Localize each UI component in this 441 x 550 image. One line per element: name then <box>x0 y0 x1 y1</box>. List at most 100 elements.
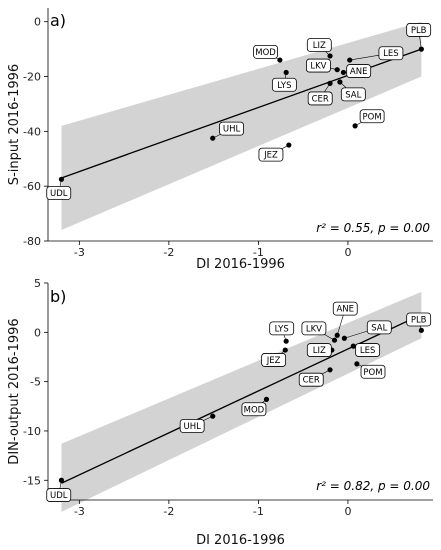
point-label-mod: MOD <box>255 48 276 58</box>
data-point-liz <box>327 53 333 59</box>
point-label-les: LES <box>383 49 399 59</box>
point-label-plb: PLB <box>411 26 427 36</box>
point-label-mod: MOD <box>244 405 265 415</box>
point-label-box <box>366 320 392 335</box>
y-tick-label: 0 <box>34 326 41 339</box>
panel-a: -3 -2 -1 0 0 -20 -40 -60 -80 DI 2016-1996 S-input … <box>7 8 433 272</box>
point-label-box <box>359 109 385 124</box>
point-label-box <box>253 44 278 59</box>
data-point-uhl <box>210 135 216 141</box>
point-label-box <box>306 38 332 52</box>
point-label-box <box>360 364 386 379</box>
point-label-les: LES <box>360 346 376 356</box>
x-tick-label: -2 <box>163 246 174 259</box>
data-point-les <box>350 343 356 349</box>
point-label-box <box>241 402 267 417</box>
data-point-pom <box>354 361 360 367</box>
point-label-box <box>46 186 72 200</box>
data-point-cer <box>327 80 333 86</box>
data-point-lys <box>283 338 289 344</box>
point-label-lkv: LKV <box>310 62 326 72</box>
point-label-pom: POM <box>363 368 382 378</box>
point-label-box <box>179 419 205 433</box>
data-point-udl <box>58 477 65 483</box>
data-point-lkv <box>334 67 340 73</box>
panel-label: b) <box>50 287 66 306</box>
point-label-lys: LYS <box>275 324 289 334</box>
point-label-sal: SAL <box>371 323 387 333</box>
point-label-jez: JEZ <box>263 151 278 161</box>
point-label-box <box>46 488 72 502</box>
point-label-udl: UDL <box>50 491 68 501</box>
point-label-box <box>219 121 244 136</box>
y-axis-title: DIN-output 2016-1996 <box>7 318 22 464</box>
point-label-cer: CER <box>303 376 320 386</box>
y-axis-title: S-input 2016-1996 <box>7 64 22 185</box>
point-label-box <box>301 321 327 336</box>
point-label-uhl: UHL <box>223 125 241 135</box>
x-axis-title: DI 2016-1996 <box>196 533 285 548</box>
x-tick-label: -3 <box>74 246 85 259</box>
point-label-uhl: UHL <box>183 422 201 432</box>
point-label-box <box>258 147 284 162</box>
y-tick-label: -15 <box>23 474 41 487</box>
x-tick-label: 0 <box>344 505 351 518</box>
y-tick-label: 5 <box>34 277 41 290</box>
point-label-sal: SAL <box>345 90 361 100</box>
x-axis-title: DI 2016-1996 <box>196 257 285 272</box>
point-label-box <box>332 301 358 316</box>
y-tick-label: -5 <box>30 376 41 389</box>
fit-statistics: r² = 0.82, p = 0.00 <box>316 479 430 493</box>
x-tick-label: -2 <box>163 505 174 518</box>
point-label-box <box>340 87 366 102</box>
point-label-liz: LIZ <box>313 41 326 51</box>
y-tick-label: 0 <box>34 16 41 29</box>
point-label-plb: PLB <box>411 315 427 325</box>
point-label-box <box>346 64 372 78</box>
data-point-mod <box>277 57 283 63</box>
data-point-plb <box>418 46 424 52</box>
y-tick-label: -10 <box>23 425 41 438</box>
data-point-udl <box>58 176 65 182</box>
data-point-les <box>347 57 353 63</box>
data-point-plb <box>418 327 424 333</box>
point-label-liz: LIZ <box>313 346 326 356</box>
point-label-box <box>269 321 295 336</box>
point-label-jez: JEZ <box>266 356 281 366</box>
y-tick-label: -80 <box>23 235 41 248</box>
point-label-box <box>271 77 297 92</box>
data-point-sal <box>341 335 347 341</box>
point-label-box <box>298 372 324 387</box>
point-label-box <box>406 312 432 327</box>
data-point-uhl <box>210 413 216 419</box>
point-label-box <box>406 23 432 37</box>
point-label-box <box>306 343 332 357</box>
x-tick-label: -1 <box>253 505 264 518</box>
data-point-ane <box>334 332 340 338</box>
data-point-ane <box>340 69 347 76</box>
data-point-sal <box>337 79 343 85</box>
data-point-lkv <box>331 337 338 343</box>
x-tick-label: -1 <box>253 246 264 259</box>
point-label-udl: UDL <box>50 189 68 199</box>
panel-label: a) <box>50 11 66 30</box>
data-point-pom <box>352 123 358 129</box>
data-point-cer <box>327 367 333 373</box>
regression-line <box>61 313 422 484</box>
x-tick-label: 0 <box>344 246 351 259</box>
point-label-box <box>261 353 287 367</box>
x-tick-label: -3 <box>74 505 85 518</box>
y-tick-label: -40 <box>23 125 41 138</box>
fit-statistics: r² = 0.55, p = 0.00 <box>316 221 430 235</box>
point-label-box <box>378 46 404 61</box>
point-label-box <box>307 91 333 106</box>
point-label-ane: ANE <box>336 305 354 315</box>
point-label-pom: POM <box>363 112 382 122</box>
y-tick-label: -60 <box>23 180 41 193</box>
y-tick-label: -20 <box>23 71 41 84</box>
point-label-lkv: LKV <box>306 324 322 334</box>
point-label-ane: ANE <box>350 67 368 77</box>
data-point-lys <box>283 69 289 76</box>
